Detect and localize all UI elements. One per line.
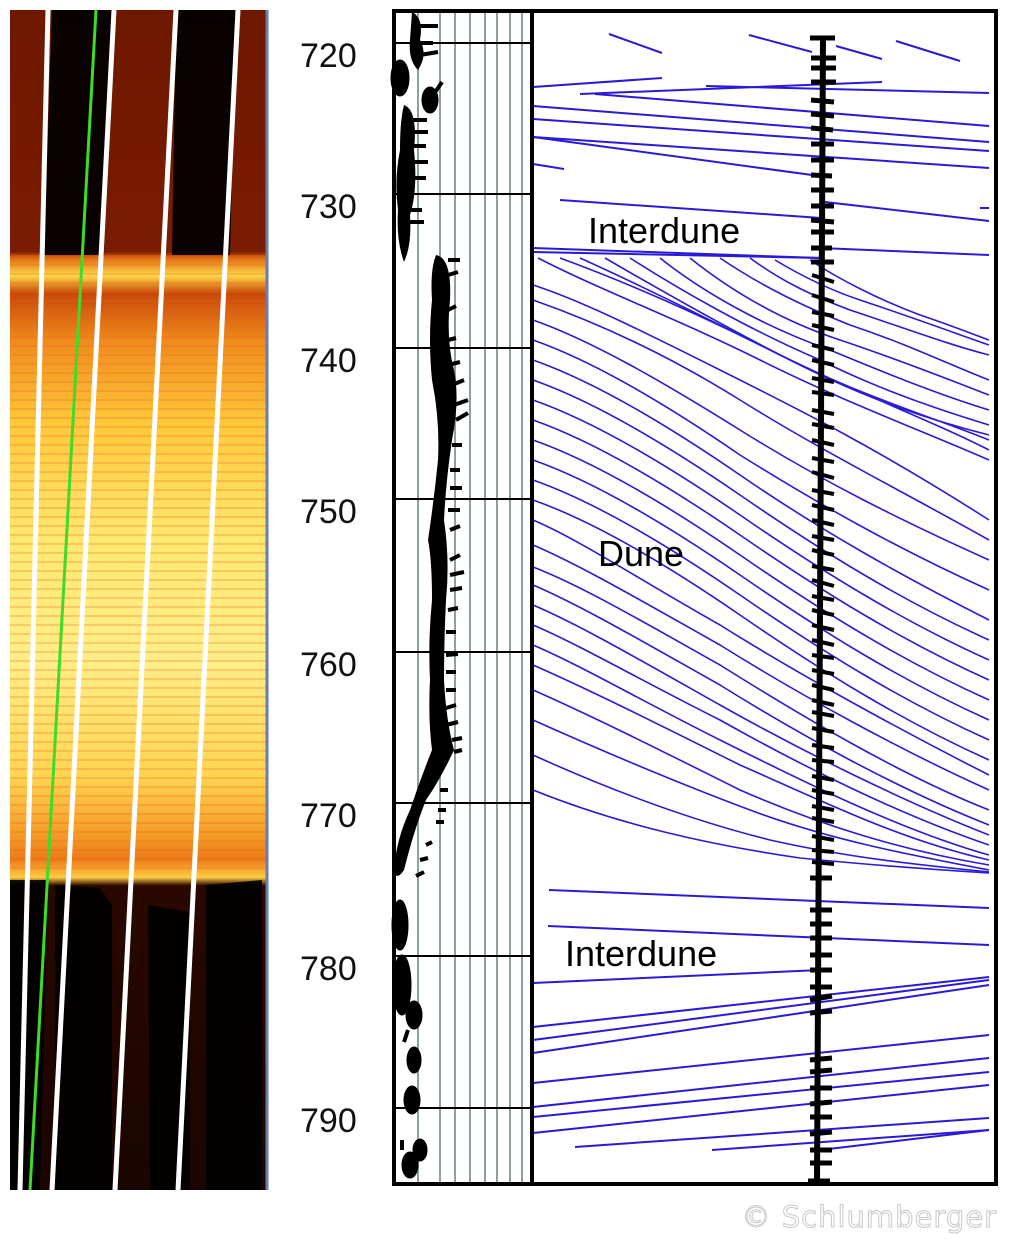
copyright-watermark: © Schlumberger	[741, 1200, 997, 1235]
track-grid	[417, 12, 523, 1183]
depth-axis: 720 730 740 750 760 770 780 790	[300, 37, 357, 1140]
interdune-lower-dip-lines	[532, 889, 990, 1151]
depth-label-740: 740	[300, 342, 357, 380]
zone-label-dune: Dune	[598, 533, 684, 574]
tadpole-curve	[390, 12, 470, 1179]
dip-tadpole-track	[390, 9, 534, 1186]
dip-stick-column	[808, 35, 836, 1184]
dune-dip-lines	[532, 257, 990, 874]
green-trace-line	[28, 9, 98, 1191]
zone-label-lower-interdune: Interdune	[565, 933, 717, 974]
image-log-track	[10, 9, 269, 1191]
depth-label-720: 720	[300, 37, 357, 75]
depth-label-760: 760	[300, 646, 357, 684]
structural-dip-track: Interdune Dune Interdune	[530, 9, 998, 1186]
depth-label-750: 750	[300, 493, 357, 531]
dip-track-frame	[530, 9, 998, 1186]
pad-gap-lines	[17, 9, 241, 1191]
depth-label-790: 790	[300, 1102, 357, 1140]
zone-label-upper-interdune: Interdune	[588, 210, 740, 251]
dark-pad-columns-upper	[44, 10, 236, 255]
depth-gridlines	[395, 42, 532, 1109]
depth-label-730: 730	[300, 188, 357, 226]
depth-label-780: 780	[300, 950, 357, 988]
depth-label-770: 770	[300, 797, 357, 835]
interdune-upper-dip-lines	[532, 33, 990, 259]
